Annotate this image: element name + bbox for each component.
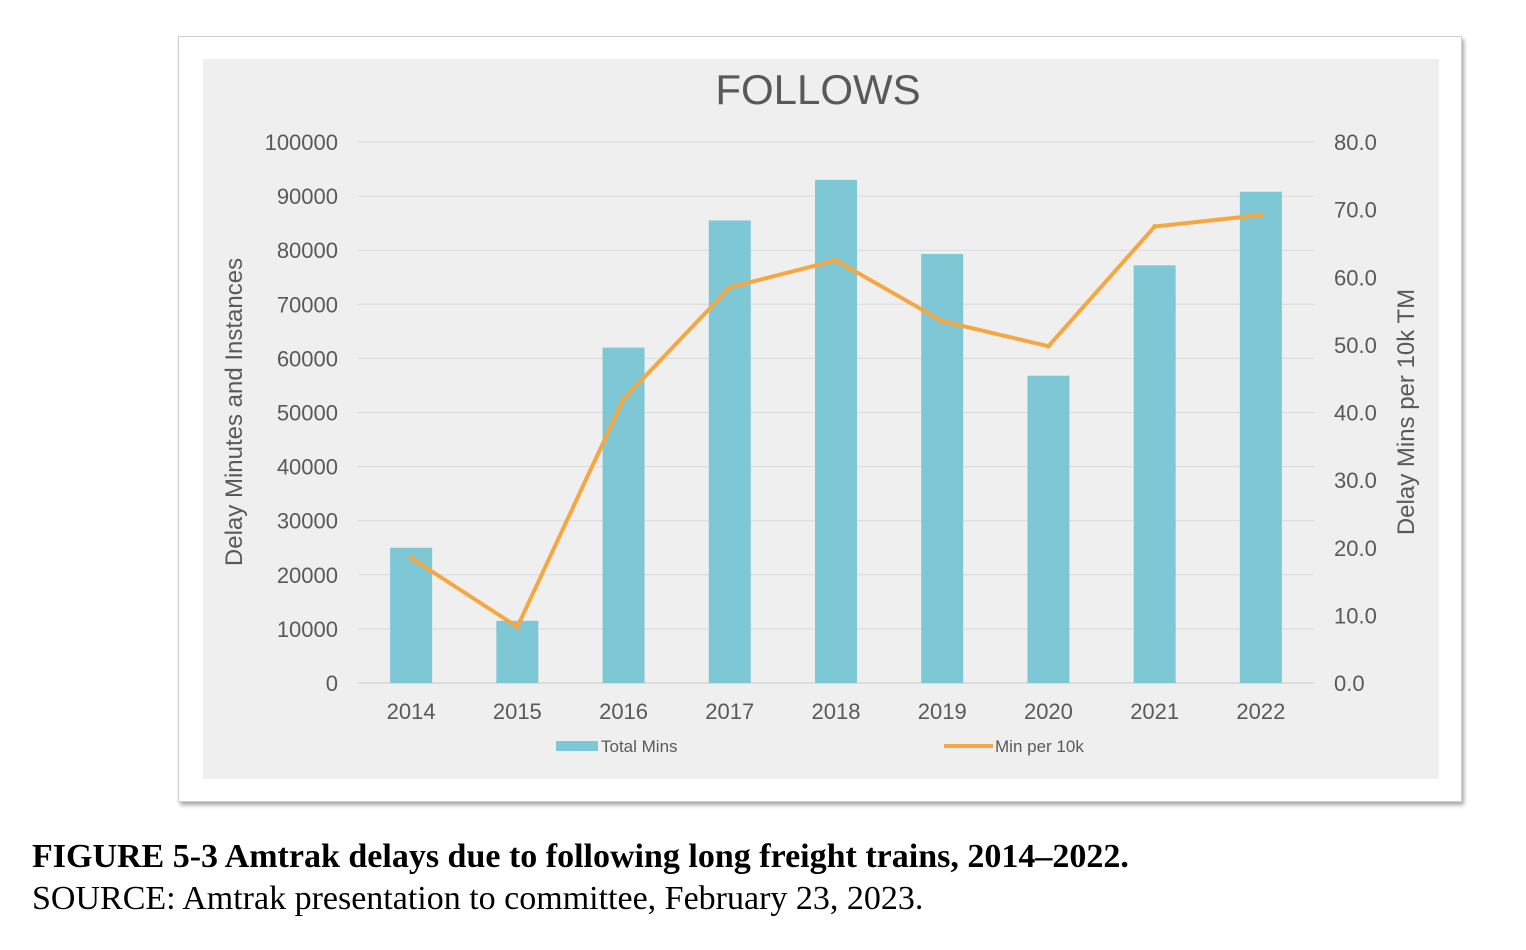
line-point xyxy=(939,318,945,324)
y-tick-label: 20000 xyxy=(277,563,338,588)
y-right-tick-label: 50.0 xyxy=(1334,333,1377,358)
x-tick-label: 2016 xyxy=(599,699,648,724)
caption-source: SOURCE: Amtrak presentation to committee… xyxy=(32,880,924,917)
line-point xyxy=(408,555,414,561)
y-tick-label: 10000 xyxy=(277,617,338,642)
bar xyxy=(1133,265,1176,683)
y-tick-label: 70000 xyxy=(277,292,338,317)
bars-total-mins xyxy=(390,179,1282,683)
y-right-tick-label: 30.0 xyxy=(1334,468,1377,493)
bar xyxy=(1027,375,1070,683)
right-axis-ticks: 0.0 10.0 20.0 30.0 40.0 50.0 60.0 70.0 80.0 xyxy=(1334,130,1377,696)
y-right-tick-label: 0.0 xyxy=(1334,671,1365,696)
y-tick-label: 60000 xyxy=(277,346,338,371)
x-tick-label: 2017 xyxy=(705,699,754,724)
y-tick-label: 40000 xyxy=(277,455,338,480)
y-right-tick-label: 80.0 xyxy=(1334,130,1377,155)
x-tick-label: 2014 xyxy=(387,699,436,724)
y-right-tick-label: 70.0 xyxy=(1334,198,1377,223)
bar xyxy=(1239,191,1282,683)
y-right-tick-label: 10.0 xyxy=(1334,603,1377,628)
x-tick-label: 2018 xyxy=(812,699,861,724)
legend-swatch-total-mins xyxy=(556,741,598,751)
y-right-tick-label: 20.0 xyxy=(1334,536,1377,561)
bar xyxy=(815,179,857,683)
chart-title: FOLLOWS xyxy=(715,66,920,113)
caption-title: FIGURE 5-3 Amtrak delays due to followin… xyxy=(32,838,1129,875)
line-min-per-10k xyxy=(408,212,1264,630)
line-point xyxy=(621,396,627,402)
y-tick-label: 90000 xyxy=(277,184,338,209)
bar xyxy=(390,547,433,683)
y-axis-right-label: Delay Mins per 10k TM xyxy=(1393,289,1420,535)
legend-label-total-mins: Total Mins xyxy=(601,737,678,756)
line-point xyxy=(1258,212,1264,218)
line-point xyxy=(727,284,733,290)
left-axis-ticks: 0 10000 20000 30000 40000 50000 60000 70000 8000… xyxy=(265,130,338,696)
legend: Total Mins Min per 10k xyxy=(556,737,1084,756)
bar xyxy=(921,253,964,683)
bar xyxy=(496,620,539,683)
x-tick-label: 2015 xyxy=(493,699,542,724)
bar xyxy=(708,220,751,683)
y-right-tick-label: 60.0 xyxy=(1334,265,1377,290)
line-point xyxy=(1045,343,1051,349)
x-tick-label: 2022 xyxy=(1236,699,1285,724)
x-tick-label: 2020 xyxy=(1024,699,1073,724)
line-point xyxy=(514,624,520,630)
y-axis-label: Delay Minutes and Instances xyxy=(221,258,248,566)
y-tick-label: 0 xyxy=(326,671,338,696)
y-right-tick-label: 40.0 xyxy=(1334,401,1377,426)
y-tick-label: 100000 xyxy=(265,130,338,155)
figure-caption: FIGURE 5-3 Amtrak delays due to followin… xyxy=(32,836,1492,920)
y-tick-label: 50000 xyxy=(277,401,338,426)
x-axis-ticks: 2014 2015 2016 2017 2018 2019 2020 2021 2022 xyxy=(387,699,1286,724)
line-point xyxy=(833,257,839,263)
y-tick-label: 30000 xyxy=(277,509,338,534)
x-tick-label: 2019 xyxy=(918,699,967,724)
line-point xyxy=(1152,224,1158,230)
y-tick-label: 80000 xyxy=(277,238,338,263)
x-tick-label: 2021 xyxy=(1130,699,1179,724)
legend-label-min-per-10k: Min per 10k xyxy=(995,737,1084,756)
